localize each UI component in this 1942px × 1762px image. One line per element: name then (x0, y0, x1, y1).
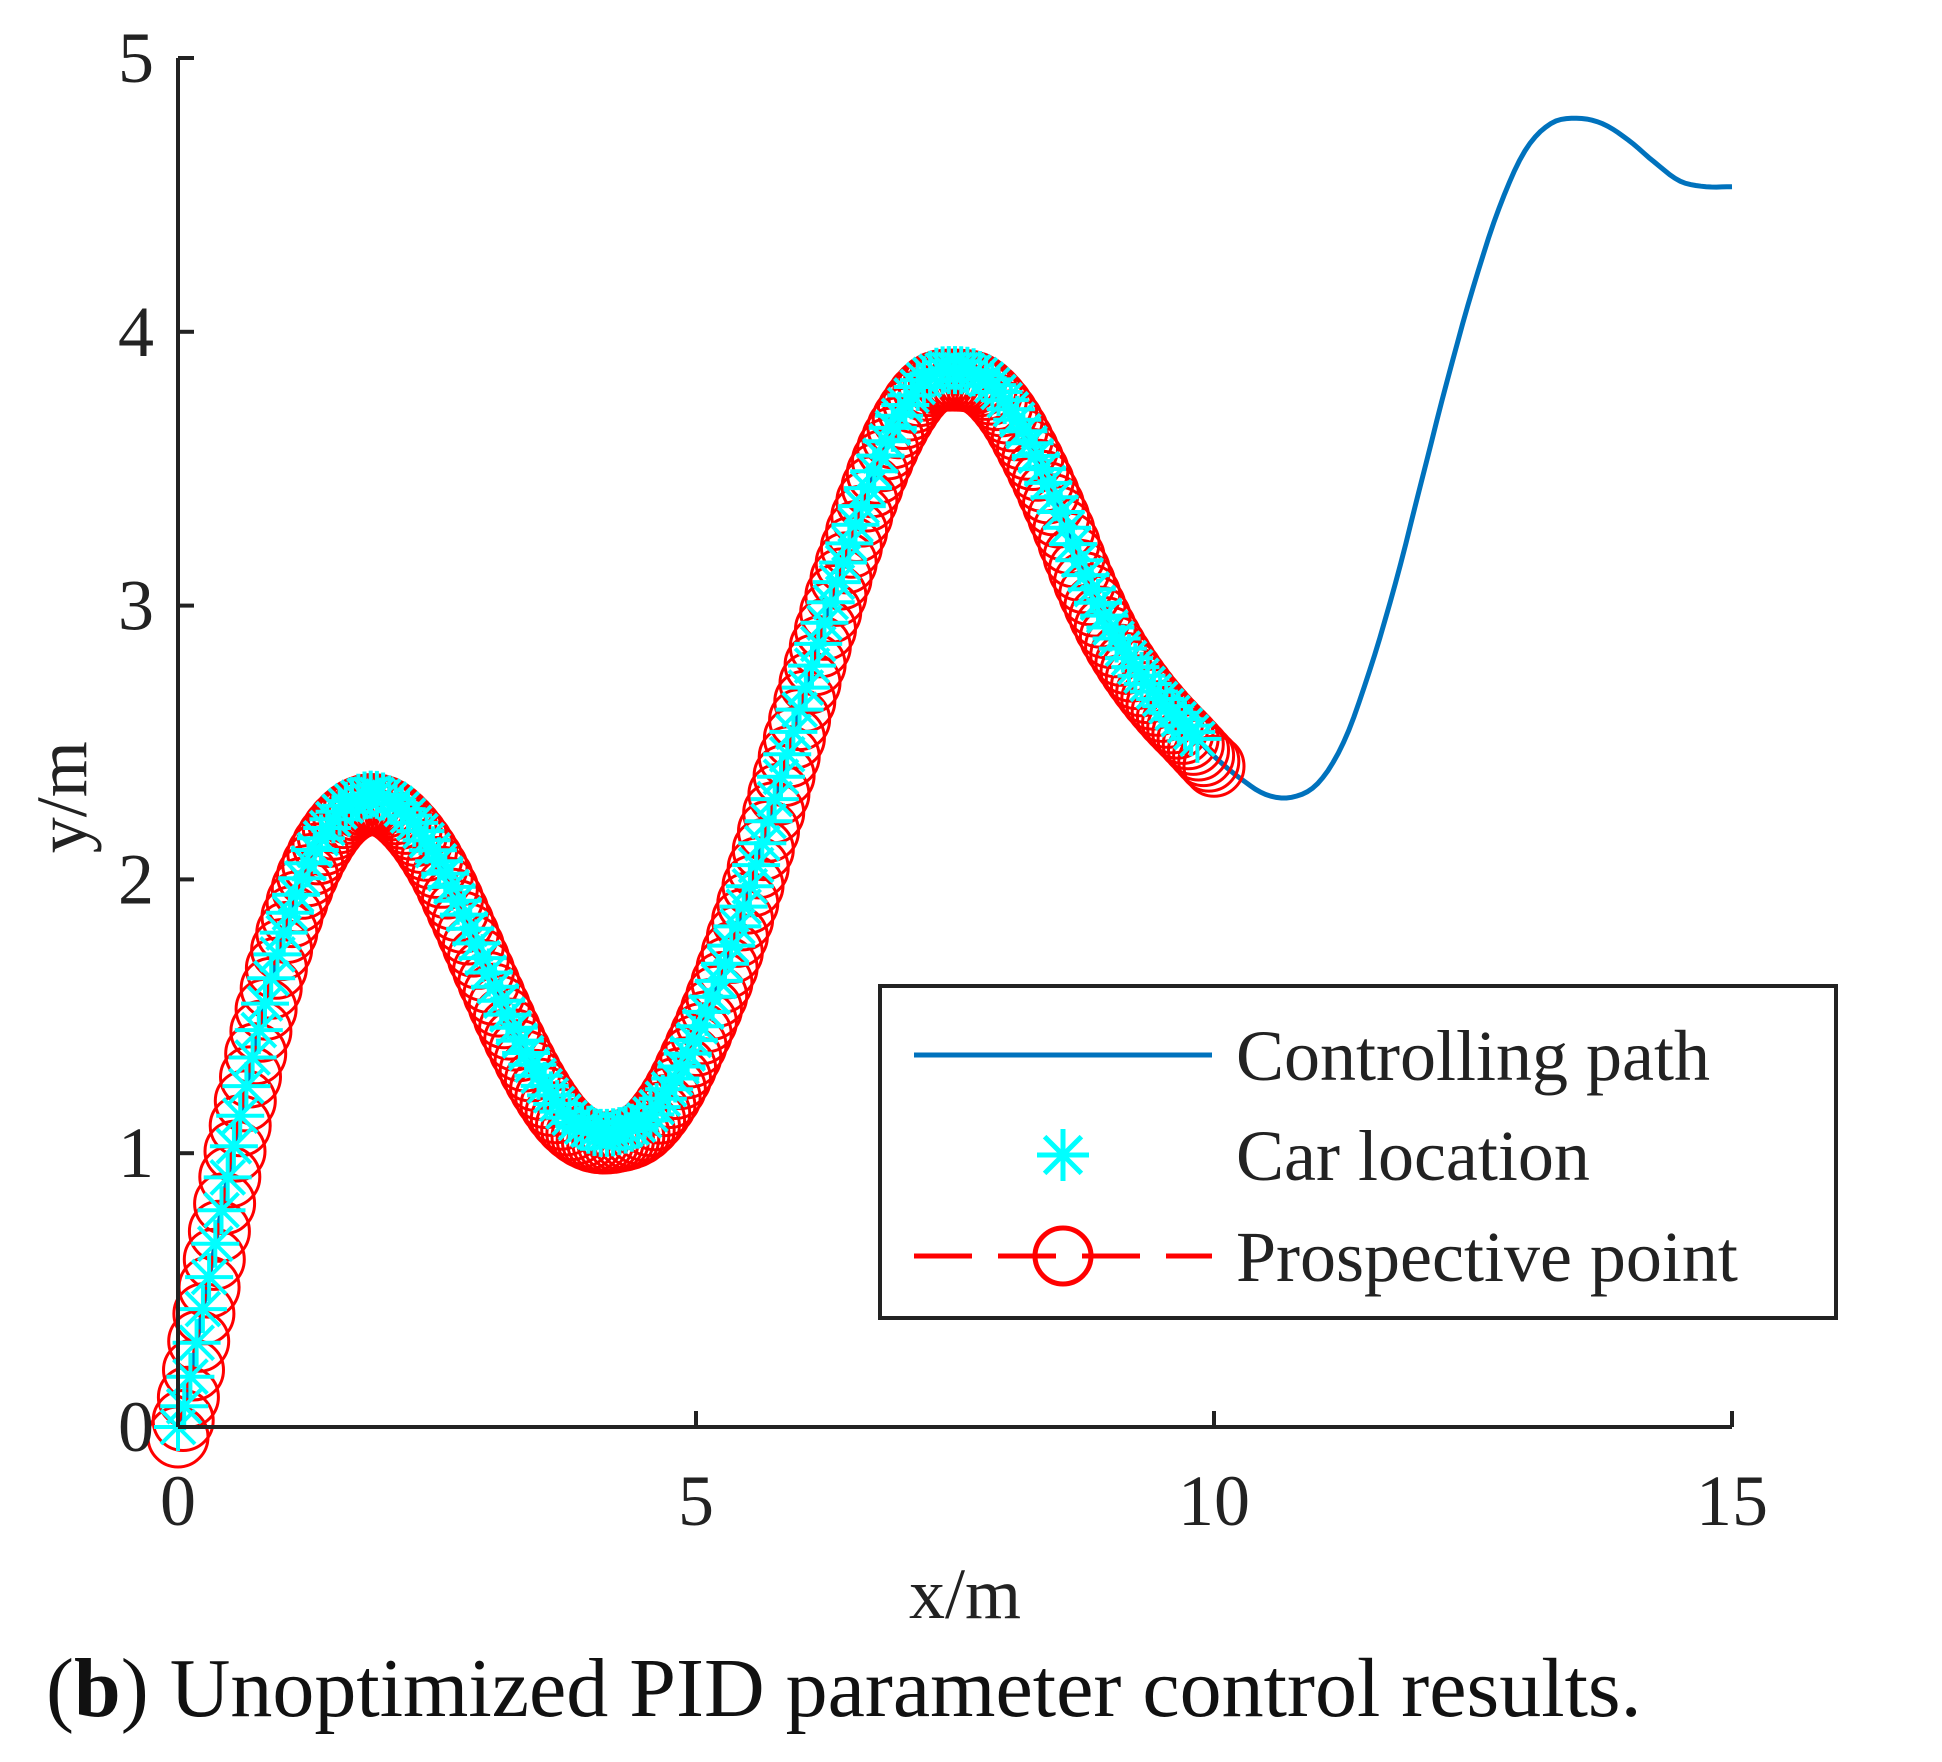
car-location-marker (160, 1382, 209, 1431)
caption-label: b (73, 1642, 121, 1735)
car-location-marker (769, 707, 818, 756)
y-tick-label: 1 (118, 1113, 154, 1193)
x-tick-label: 15 (1696, 1461, 1768, 1541)
prospective-point-marker (405, 836, 469, 899)
axes: 0 5 10 15 0 1 2 3 4 5 x/m y/m (22, 18, 1768, 1634)
car-location-marker (259, 908, 308, 957)
car-location-marker (707, 921, 756, 970)
car-location-marker (738, 819, 787, 868)
figure-caption: (b) Unoptimized PID parameter control re… (46, 1642, 1642, 1735)
legend-label-car-location: Car location (1236, 1116, 1590, 1196)
y-tick-label: 4 (118, 292, 154, 372)
legend-label-prospective-point: Prospective point (1236, 1217, 1738, 1297)
car-location-marker (464, 948, 513, 997)
car-location-marker (197, 1186, 246, 1235)
y-tick-label: 3 (118, 566, 154, 646)
legend-swatch-prospective-marker (1032, 1225, 1094, 1287)
prospective-point-marker (187, 1199, 251, 1263)
series-layer (146, 115, 1733, 1469)
car-location-marker (806, 578, 855, 627)
car-location-marker (713, 902, 762, 951)
y-tick-label: 2 (118, 839, 154, 919)
y-axis-label: y/m (22, 741, 102, 853)
legend-label-controlling-path: Controlling path (1236, 1016, 1710, 1096)
prospective-point-marker (224, 1022, 288, 1086)
car-location-marker (203, 1153, 252, 1202)
car-location-marker (241, 979, 289, 1028)
car-location-marker (763, 730, 812, 779)
car-location-marker (209, 1122, 258, 1171)
car-location-marker (178, 1285, 227, 1334)
car-location-marker (191, 1219, 240, 1268)
x-tick-label: 5 (678, 1461, 714, 1541)
x-tick-label: 10 (1178, 1461, 1250, 1541)
car-location-marker (185, 1253, 234, 1302)
car-location-marker (166, 1352, 215, 1401)
car-location-marker (216, 1091, 265, 1140)
car-location-marker (812, 558, 861, 607)
x-tick-label: 0 (160, 1461, 196, 1541)
car-location-marker (669, 1016, 718, 1065)
legend: Controlling path Car location Prospectiv… (878, 984, 1838, 1320)
car-location-marker (1173, 714, 1222, 763)
car-location-marker (172, 1318, 221, 1367)
legend-asterisk-glyph (1037, 1129, 1089, 1181)
car-location-marker (775, 685, 824, 734)
caption-text: Unoptimized PID parameter control result… (169, 1642, 1642, 1735)
y-tick-label: 0 (118, 1387, 154, 1467)
car-location-marker (819, 538, 868, 587)
prospective-point-marker (1182, 734, 1246, 798)
y-tick-label: 5 (118, 18, 154, 98)
x-axis-label: x/m (909, 1554, 1021, 1634)
car-location-marker (222, 1062, 271, 1111)
legend-swatch-car-location (1037, 1129, 1089, 1181)
car-location-marker (732, 841, 781, 890)
legend-box (878, 984, 1838, 1320)
